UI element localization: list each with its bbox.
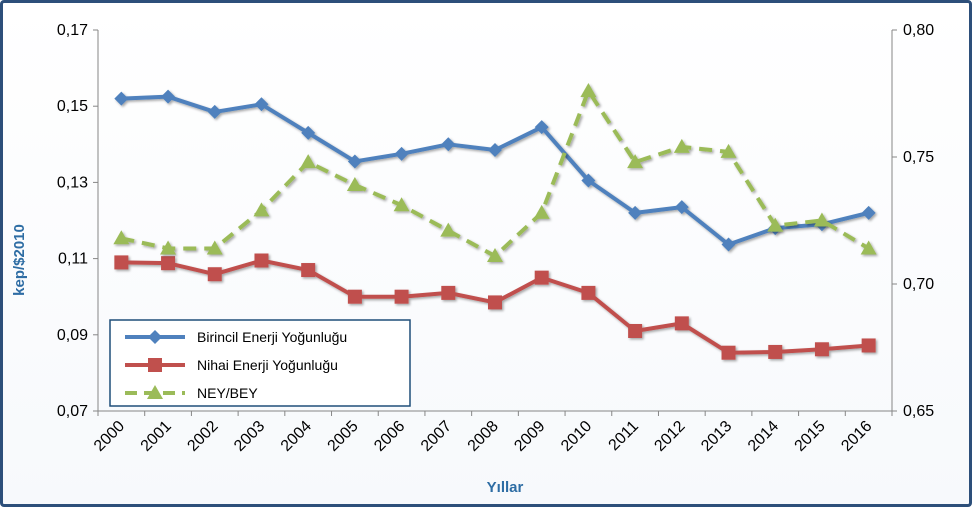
x-tick-label: 2009 — [511, 418, 548, 455]
data-point — [488, 143, 502, 158]
x-tick-label: 2008 — [465, 418, 502, 455]
data-point — [580, 82, 597, 97]
y-tick-label: 0,15 — [57, 98, 88, 115]
y-axis-title: kep/$2010 — [11, 224, 28, 296]
data-point — [113, 230, 130, 245]
legend-marker — [148, 330, 162, 344]
x-tick-label: 2001 — [138, 418, 175, 455]
series-line — [120, 88, 870, 259]
y2-tick-label: 0,80 — [903, 22, 934, 39]
data-point — [627, 154, 644, 169]
data-point — [254, 253, 269, 268]
data-point — [301, 263, 316, 278]
data-point — [721, 237, 736, 252]
data-point — [114, 255, 129, 270]
data-point — [347, 289, 362, 304]
data-point — [581, 285, 596, 300]
data-point — [534, 120, 549, 135]
data-point — [861, 205, 876, 220]
data-point — [581, 173, 596, 188]
data-point — [860, 240, 877, 255]
data-point — [441, 285, 456, 300]
y-tick-label: 0,11 — [58, 251, 88, 268]
legend-label: Nihai Enerji Yoğunluğu — [197, 357, 338, 373]
series-1 — [114, 89, 876, 252]
data-point — [533, 204, 550, 219]
data-point — [488, 295, 502, 310]
data-point — [301, 125, 316, 140]
data-point — [861, 338, 876, 353]
data-point — [768, 344, 783, 359]
data-point — [114, 91, 129, 106]
x-tick-label: 2015 — [792, 418, 829, 455]
x-tick-label: 2013 — [698, 418, 735, 455]
x-tick-label: 2016 — [838, 418, 875, 455]
data-point — [393, 197, 410, 212]
series-3 — [113, 82, 877, 263]
axes: 0,07 0,09 0,11 0,13 0,15 0,17 0,65 0,70 0,75 0,80… — [57, 22, 934, 455]
legend: Birincil Enerji Yoğunluğu Nihai Enerji Yo… — [109, 319, 411, 407]
data-point — [394, 289, 409, 304]
data-point — [347, 154, 362, 169]
data-point — [206, 240, 223, 255]
y-tick-label: 0,13 — [57, 174, 88, 191]
data-point — [813, 212, 830, 227]
series-layer — [113, 82, 877, 360]
y-tick-label: 0,07 — [57, 403, 88, 420]
x-tick-label: 2010 — [558, 418, 595, 455]
data-point — [767, 217, 784, 232]
x-tick-label: 2012 — [651, 418, 688, 455]
x-tick-label: 2004 — [278, 418, 315, 455]
legend-label: NEY/BEY — [197, 385, 258, 401]
series-line — [121, 94, 870, 247]
data-point — [207, 104, 222, 119]
y2-tick-label: 0,70 — [903, 276, 934, 293]
legend-marker — [147, 385, 163, 399]
data-point — [300, 154, 317, 169]
x-tick-label: 2002 — [184, 418, 221, 455]
x-tick-label: 2006 — [371, 418, 408, 455]
legend-marker — [148, 358, 162, 372]
data-point — [160, 240, 177, 255]
x-tick-label: 2011 — [606, 418, 642, 454]
data-point — [346, 176, 363, 191]
x-tick-label: 2000 — [91, 418, 128, 455]
data-point — [253, 202, 270, 217]
data-point — [628, 205, 643, 220]
data-point — [674, 316, 689, 331]
data-point — [534, 270, 549, 285]
data-point — [487, 248, 503, 263]
y2-tick-label: 0,75 — [903, 149, 934, 166]
y-tick-label: 0,17 — [57, 22, 88, 39]
x-tick-label: 2003 — [231, 418, 268, 455]
x-tick-label: 2007 — [418, 418, 455, 455]
data-point — [814, 342, 829, 357]
data-point — [207, 267, 222, 282]
data-point — [721, 345, 736, 360]
data-point — [394, 146, 409, 161]
data-point — [161, 256, 176, 271]
data-point — [674, 200, 689, 215]
data-point — [673, 138, 690, 153]
x-tick-label: 2014 — [745, 418, 782, 455]
data-point — [440, 222, 457, 237]
series-2 — [114, 253, 876, 360]
legend-label: Birincil Enerji Yoğunluğu — [197, 329, 347, 345]
data-point — [254, 97, 269, 112]
y-tick-label: 0,09 — [57, 327, 88, 344]
x-axis-title: Yıllar — [487, 479, 524, 496]
x-tick-label: 2005 — [325, 418, 362, 455]
data-point — [441, 137, 456, 152]
data-point — [628, 323, 643, 338]
data-point — [720, 143, 737, 158]
y2-tick-label: 0,65 — [903, 403, 934, 420]
data-point — [161, 89, 176, 104]
